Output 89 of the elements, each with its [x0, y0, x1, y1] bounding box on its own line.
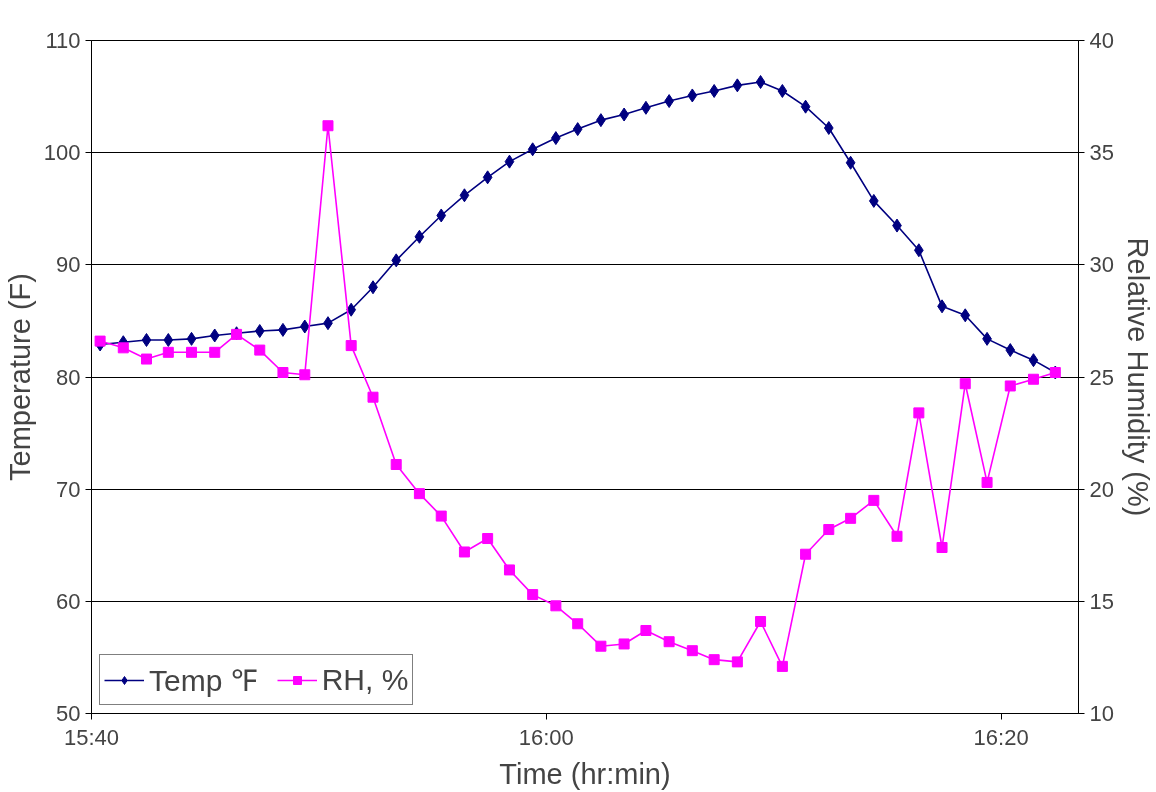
- y2-tick-label: 20: [1089, 476, 1114, 502]
- point: [777, 83, 788, 98]
- point: [482, 533, 494, 545]
- point: [140, 353, 152, 365]
- point: [141, 332, 152, 347]
- point: [1004, 380, 1016, 392]
- point: [94, 335, 106, 347]
- point: [414, 229, 425, 244]
- point: [322, 120, 334, 132]
- y-tick-label: 110: [45, 28, 81, 53]
- point: [800, 548, 812, 560]
- point: [435, 510, 447, 522]
- point: [186, 331, 197, 346]
- x-tick-label: 16:20: [973, 724, 1029, 750]
- point: [209, 328, 220, 343]
- point: [776, 660, 788, 672]
- y2-axis-title: Relative Humidity (%): [1121, 237, 1154, 517]
- point: [209, 346, 221, 358]
- point: [503, 564, 515, 576]
- point: [299, 369, 311, 381]
- point: [413, 488, 425, 500]
- y2-tick-label: 35: [1089, 140, 1114, 166]
- y-tick-label: 50: [56, 701, 81, 726]
- point: [913, 407, 925, 419]
- point: [572, 618, 584, 630]
- legend-label: Temp ℉: [149, 663, 257, 699]
- point: [959, 378, 971, 390]
- point: [254, 344, 266, 356]
- point: [595, 640, 607, 652]
- point: [960, 308, 971, 323]
- point: [186, 346, 198, 358]
- point: [755, 616, 767, 628]
- x-axis-title: Time (hr:min): [499, 757, 671, 790]
- point: [823, 120, 834, 135]
- point: [572, 122, 583, 137]
- point: [346, 302, 357, 317]
- point: [981, 476, 993, 488]
- point: [436, 208, 447, 223]
- point: [732, 78, 743, 93]
- point: [482, 170, 493, 185]
- point: [277, 367, 289, 379]
- point: [390, 458, 402, 470]
- point: [117, 342, 129, 354]
- y2-tick-label: 30: [1089, 252, 1114, 278]
- point: [687, 88, 698, 103]
- y-axis-title: Temperature (F): [3, 273, 36, 481]
- point: [891, 530, 903, 542]
- point: [845, 155, 856, 170]
- point: [527, 142, 538, 157]
- point: [550, 600, 562, 612]
- point: [823, 524, 835, 536]
- point: [868, 193, 879, 208]
- y2-tick-label: 15: [1089, 588, 1114, 614]
- point: [1005, 343, 1016, 358]
- point: [845, 512, 857, 524]
- point: [755, 75, 766, 89]
- y-tick-label: 80: [56, 364, 81, 390]
- point: [458, 546, 470, 558]
- y-tick-label: 70: [56, 476, 81, 502]
- point: [345, 340, 357, 352]
- point: [391, 253, 402, 268]
- y2-tick-label: 40: [1089, 28, 1114, 53]
- y2-tick-label: 10: [1089, 701, 1114, 726]
- point: [299, 319, 310, 334]
- x-tick-label: 16:00: [518, 724, 574, 750]
- point: [459, 188, 470, 203]
- x-tick-label: 15:40: [63, 724, 120, 750]
- point: [162, 346, 174, 358]
- point: [163, 332, 174, 347]
- point: [663, 636, 675, 648]
- point: [686, 645, 698, 657]
- point: [936, 541, 948, 553]
- point: [367, 391, 379, 403]
- y2-tick-label: 25: [1089, 364, 1114, 390]
- point: [504, 154, 515, 169]
- point: [731, 656, 743, 668]
- point: [708, 654, 720, 666]
- point: [800, 99, 811, 114]
- point: [868, 494, 880, 506]
- y-tick-label: 60: [56, 588, 81, 614]
- legend-label: RH, %: [321, 662, 409, 697]
- y-tick-label: 90: [56, 252, 81, 278]
- point: [1027, 373, 1039, 385]
- y-tick-label: 100: [43, 140, 81, 166]
- point: [1028, 353, 1039, 368]
- point: [618, 638, 630, 650]
- point: [527, 589, 539, 601]
- point: [254, 324, 265, 339]
- point: [640, 625, 652, 636]
